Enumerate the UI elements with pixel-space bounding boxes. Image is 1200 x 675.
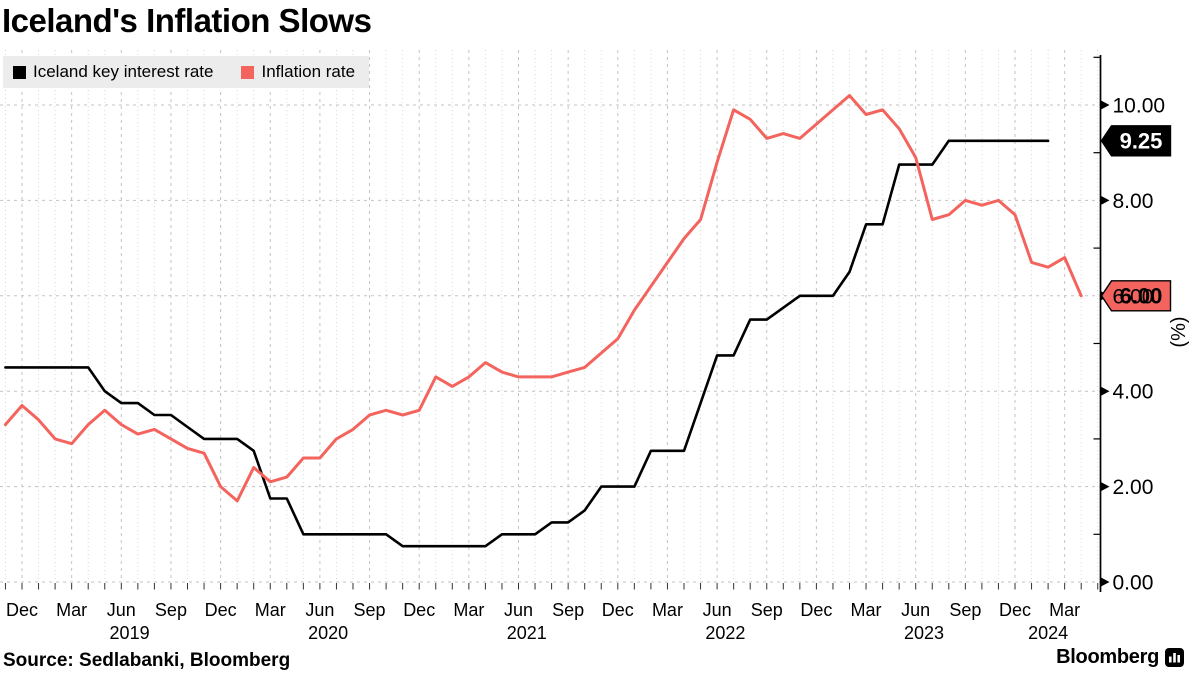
svg-text:Jun: Jun [305, 600, 334, 620]
legend-item-label: Inflation rate [261, 62, 356, 81]
svg-text:2.00: 2.00 [1113, 476, 1154, 499]
svg-text:Dec: Dec [602, 600, 634, 620]
y-axis-unit-label: (%) [1168, 316, 1190, 347]
svg-text:Sep: Sep [155, 600, 187, 620]
svg-text:0.00: 0.00 [1113, 572, 1154, 595]
svg-text:2022: 2022 [705, 623, 745, 643]
interest-rate-line [4, 139, 1050, 548]
svg-text:Mar: Mar [56, 600, 87, 620]
svg-text:2019: 2019 [110, 623, 150, 643]
chart-title: Iceland's Inflation Slows [2, 2, 372, 39]
legend-item-interest-rate: Iceland key interest rate [13, 62, 213, 82]
svg-text:Mar: Mar [255, 600, 286, 620]
bloomberg-logo: Bloomberg [1056, 646, 1184, 669]
inflation-badge: 6.00 [1100, 280, 1172, 312]
interest-rate-swatch-icon [13, 65, 26, 79]
svg-text:6.00: 6.00 [1113, 285, 1154, 308]
chart-legend: Iceland key interest rate Inflation rate [3, 56, 370, 88]
svg-text:Sep: Sep [552, 600, 584, 620]
svg-text:Dec: Dec [999, 600, 1031, 620]
inflation-rate-swatch-icon [241, 65, 255, 79]
source-note: Source: Sedlabanki, Bloomberg [3, 650, 291, 671]
bloomberg-wordmark: Bloomberg [1056, 646, 1159, 668]
svg-text:Jun: Jun [504, 600, 533, 620]
svg-text:Mar: Mar [453, 600, 484, 620]
svg-text:Jun: Jun [107, 600, 136, 620]
svg-text:Dec: Dec [403, 600, 435, 620]
svg-text:Dec: Dec [800, 600, 832, 620]
svg-text:Mar: Mar [652, 600, 683, 620]
svg-text:10.00: 10.00 [1113, 95, 1166, 118]
gridlines [0, 50, 1100, 583]
svg-text:Dec: Dec [205, 600, 237, 620]
svg-text:Sep: Sep [949, 600, 981, 620]
svg-text:Mar: Mar [1049, 600, 1080, 620]
svg-text:Jun: Jun [703, 600, 732, 620]
svg-text:Dec: Dec [6, 600, 38, 620]
interest-rate-badge: 9.25 [1100, 125, 1172, 157]
svg-text:4.00: 4.00 [1113, 381, 1154, 404]
svg-text:2020: 2020 [308, 623, 348, 643]
svg-text:Mar: Mar [851, 600, 882, 620]
legend-item-label: Iceland key interest rate [33, 62, 214, 81]
svg-text:2024: 2024 [1028, 623, 1068, 643]
bloomberg-chart-icon [1165, 648, 1184, 667]
svg-text:9.25: 9.25 [1120, 128, 1163, 153]
svg-text:Sep: Sep [751, 600, 783, 620]
svg-text:2023: 2023 [904, 623, 944, 643]
axis-labels: 0.00 2.00 4.00 6.00 8.00 10.00 Dec Mar Jun Sep Dec… [6, 95, 1190, 644]
inflation-line [3, 94, 1083, 503]
svg-text:6.00: 6.00 [1120, 283, 1163, 308]
svg-text:8.00: 8.00 [1113, 190, 1154, 213]
svg-text:2021: 2021 [507, 623, 547, 643]
axes [4, 55, 1110, 592]
svg-text:Sep: Sep [354, 600, 386, 620]
svg-text:Jun: Jun [901, 600, 930, 620]
series-lines [3, 94, 1083, 548]
legend-item-inflation-rate: Inflation rate [241, 62, 355, 82]
value-badges: 9.25 6.00 [1100, 125, 1172, 312]
